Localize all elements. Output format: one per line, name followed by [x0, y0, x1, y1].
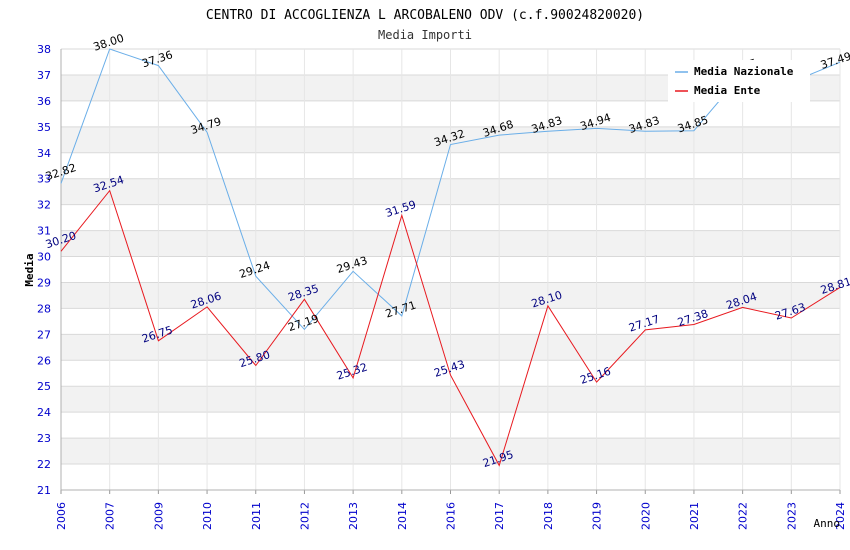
series-line-media-ente: [60, 189, 841, 467]
y-tick-label: 22: [37, 458, 51, 471]
x-tick-label: 2024: [834, 502, 847, 530]
y-tick-label: 33: [37, 173, 51, 186]
x-tick-label: 2018: [542, 502, 555, 530]
x-tick-label: 2010: [201, 502, 214, 530]
y-axis-label: Media: [23, 253, 36, 286]
x-tick-label: 2014: [396, 502, 409, 530]
y-tick-labels: 21 22 23 24 25 26 27 28 29 30 31 32 33 34 35 36 37 38: [37, 43, 51, 497]
data-label: 37.36: [140, 48, 174, 70]
data-label: 25.32: [335, 361, 369, 383]
axes: [60, 49, 840, 491]
grid-lines: [60, 48, 841, 494]
x-tick-label: 2006: [55, 502, 68, 530]
x-tick-label: 2009: [152, 502, 165, 530]
series-line-media-nazionale: [60, 48, 841, 331]
x-tick-labels: 2006 2007 2009 2010 2011 2012 2013 2014 2016 2017…: [55, 502, 847, 530]
x-axis-label: Anno: [814, 517, 841, 530]
y-tick-label: 23: [37, 432, 51, 445]
y-tick-label: 30: [37, 251, 51, 264]
x-tick-label: 2007: [104, 502, 117, 530]
legend-label-media-ente: Media Ente: [694, 84, 761, 97]
x-tick-label: 2013: [347, 502, 360, 530]
y-tick-label: 27: [37, 328, 51, 341]
y-tick-label: 36: [37, 95, 51, 108]
y-tick-label: 35: [37, 121, 51, 134]
y-tick-label: 26: [37, 354, 51, 367]
x-tick-label: 2020: [639, 502, 652, 530]
y-tick-label: 31: [37, 225, 51, 238]
x-tick-label: 2019: [591, 502, 604, 530]
y-tick-label: 21: [37, 484, 51, 497]
x-tick-label: 2011: [250, 502, 263, 530]
y-tick-label: 29: [37, 276, 51, 289]
y-tick-label: 32: [37, 199, 51, 212]
data-label: 29.24: [238, 259, 272, 281]
y-tick-label: 34: [37, 147, 51, 160]
data-label: 37.49: [819, 50, 850, 72]
chart-subtitle: Media Importi: [378, 28, 472, 42]
y-tick-label: 38: [37, 43, 51, 56]
data-label: 27.38: [676, 307, 710, 329]
x-tick-label: 2023: [785, 502, 798, 530]
data-label: 38.00: [92, 32, 126, 54]
data-label: 25.43: [432, 358, 466, 380]
series-lines: [60, 48, 841, 467]
y-tick-label: 25: [37, 380, 51, 393]
x-tick-label: 2022: [737, 502, 750, 530]
x-tick-label: 2016: [445, 502, 458, 530]
y-tick-label: 37: [37, 69, 51, 82]
chart-title: CENTRO DI ACCOGLIENZA L ARCOBALENO ODV (…: [206, 8, 644, 23]
x-tick-label: 2021: [688, 502, 701, 530]
legend: Media Nazionale Media Ente: [668, 60, 810, 102]
y-tick-label: 24: [37, 406, 51, 419]
legend-background: [668, 60, 810, 102]
data-label: 25.16: [578, 365, 612, 387]
x-tick-label: 2017: [493, 502, 506, 530]
y-tick-label: 28: [37, 302, 51, 315]
legend-label-media-nazionale: Media Nazionale: [694, 65, 794, 78]
x-tick-label: 2012: [298, 502, 311, 530]
